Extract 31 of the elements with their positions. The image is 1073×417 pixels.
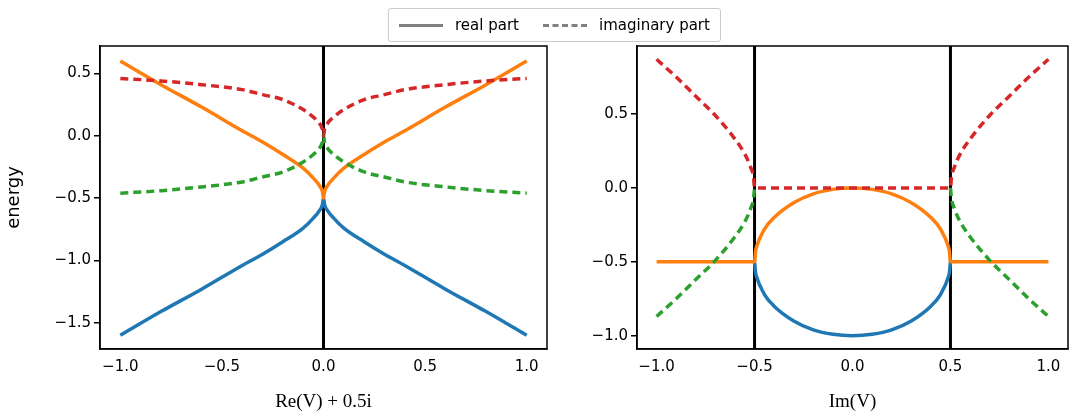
x-tick-label: −1.0 — [102, 356, 139, 375]
x-tick-label: −0.5 — [736, 356, 773, 375]
y-tick-label: 0.0 — [604, 177, 628, 196]
line-series — [118, 134, 529, 195]
y-tick-label: −1.0 — [54, 250, 91, 269]
x-tick-label: 1.0 — [1036, 356, 1061, 375]
x-tick-label: −0.5 — [203, 356, 241, 375]
y-tick-label: −0.5 — [54, 188, 91, 207]
y-tick-label: 0.5 — [604, 103, 628, 122]
x-tick-label: 0.0 — [840, 356, 865, 375]
y-tick-label: −1.0 — [591, 325, 628, 344]
x-axis-title: Re(V) + 0.5i — [275, 389, 372, 412]
line-series — [118, 76, 529, 138]
x-axis-title: Im(V) — [828, 389, 877, 412]
line-series — [752, 260, 953, 338]
x-tick-label: −1.0 — [638, 356, 675, 375]
line-series — [654, 186, 1051, 264]
y-tick-label: 0.0 — [67, 125, 91, 144]
line-series — [654, 57, 1051, 190]
y-axis-title: energy — [2, 165, 24, 229]
y-tick-label: −1.5 — [54, 312, 91, 331]
x-tick-label: 0.5 — [938, 356, 963, 375]
y-tick-label: 0.5 — [67, 63, 91, 82]
x-tick-label: 0.0 — [311, 356, 336, 375]
line-series — [118, 59, 529, 200]
x-tick-label: 1.0 — [514, 356, 539, 375]
text: imaginary part — [598, 16, 710, 34]
text: real part — [455, 16, 519, 34]
y-tick-label: −0.5 — [591, 251, 628, 270]
line-series — [118, 196, 529, 338]
x-tick-label: 0.5 — [413, 356, 438, 375]
